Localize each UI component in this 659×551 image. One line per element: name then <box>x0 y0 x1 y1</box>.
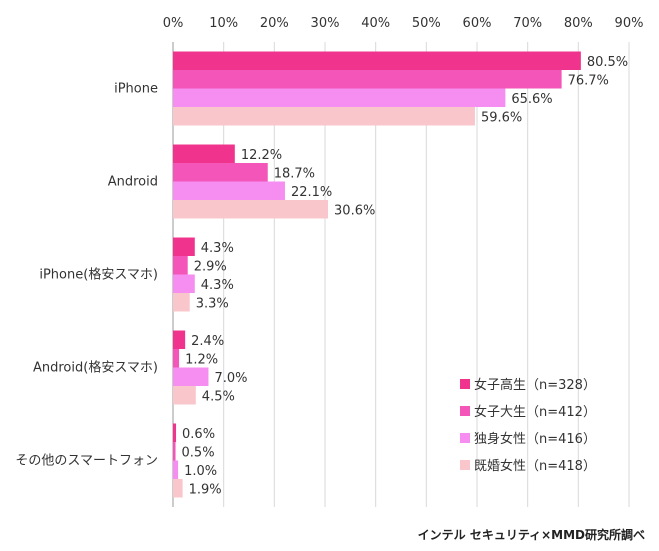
legend-swatch <box>460 460 470 470</box>
data-label: 3.3% <box>196 296 229 311</box>
bar <box>173 144 235 163</box>
x-tick-label: 10% <box>209 16 238 31</box>
data-label: 12.2% <box>241 148 282 163</box>
data-label: 80.5% <box>587 55 628 70</box>
bar <box>173 442 176 461</box>
bar <box>173 181 285 200</box>
data-label: 76.7% <box>568 73 609 88</box>
legend-label: 女子高生（n=328） <box>474 377 596 393</box>
bar <box>173 70 562 89</box>
bar <box>173 293 190 312</box>
x-tick-label: 20% <box>260 16 289 31</box>
x-tick-label: 40% <box>361 16 390 31</box>
x-tick-label: 30% <box>311 16 340 31</box>
bar <box>173 256 188 275</box>
data-label: 65.6% <box>511 92 552 107</box>
category-label: その他のスマートフォン <box>15 454 158 469</box>
legend: 女子高生（n=328） 女子大生（n=412） 独身女性（n=416） 既婚女性（n=… <box>460 377 596 474</box>
bar <box>173 51 581 70</box>
data-label: 1.0% <box>184 464 217 479</box>
data-label: 0.6% <box>182 427 215 442</box>
bar <box>173 367 209 386</box>
category-label: Android <box>108 175 158 190</box>
category-label: iPhone <box>114 82 158 97</box>
data-label: 2.4% <box>191 334 224 349</box>
bar <box>173 274 195 293</box>
x-tick-label: 50% <box>412 16 441 31</box>
data-labels: 80.5% 76.7% 65.6% 59.6% 12.2% 18.7% 22.1%30.6%… <box>182 55 629 498</box>
data-label: 22.1% <box>291 185 332 200</box>
legend-swatch <box>460 379 470 389</box>
x-tick-labels: 0% 10% 20% 30% 40% 50% 60% 70% 80% 90% <box>163 16 644 31</box>
x-tick-label: 0% <box>163 16 184 31</box>
category-label: iPhone(格安スマホ) <box>39 267 158 283</box>
bar <box>173 479 183 498</box>
bar <box>173 386 196 405</box>
data-label: 59.6% <box>481 110 522 125</box>
category-labels: iPhone Android iPhone(格安スマホ) Android(格安スマホ)… <box>15 82 158 469</box>
legend-swatch <box>460 433 470 443</box>
bar <box>173 237 195 256</box>
bar <box>173 163 268 182</box>
data-label: 2.9% <box>194 259 227 274</box>
data-label: 1.2% <box>185 352 218 367</box>
legend-label: 既婚女性（n=418） <box>474 458 596 474</box>
bar <box>173 460 179 479</box>
data-label: 7.0% <box>214 371 247 386</box>
legend-swatch <box>460 406 470 416</box>
bar <box>173 330 186 349</box>
bar <box>173 200 329 219</box>
x-tick-label: 60% <box>463 16 492 31</box>
data-label: 18.7% <box>274 166 315 181</box>
data-label: 30.6% <box>334 203 375 218</box>
bar <box>173 423 177 442</box>
x-tick-label: 70% <box>513 16 542 31</box>
data-label: 4.3% <box>201 241 234 256</box>
bars <box>173 51 581 498</box>
bar <box>173 88 506 107</box>
legend-label: 女子大生（n=412） <box>474 404 596 420</box>
data-label: 0.5% <box>182 445 215 460</box>
category-label: Android(格安スマホ) <box>33 360 158 376</box>
data-label: 4.5% <box>202 389 235 404</box>
x-tick-label: 90% <box>615 16 644 31</box>
x-tick-label: 80% <box>564 16 593 31</box>
legend-label: 独身女性（n=416） <box>474 431 596 447</box>
source-credit: インテル セキュリティ×MMD研究所調べ <box>417 528 645 542</box>
bar <box>173 349 180 368</box>
data-label: 4.3% <box>201 278 234 293</box>
data-label: 1.9% <box>189 482 222 497</box>
bar <box>173 107 475 126</box>
